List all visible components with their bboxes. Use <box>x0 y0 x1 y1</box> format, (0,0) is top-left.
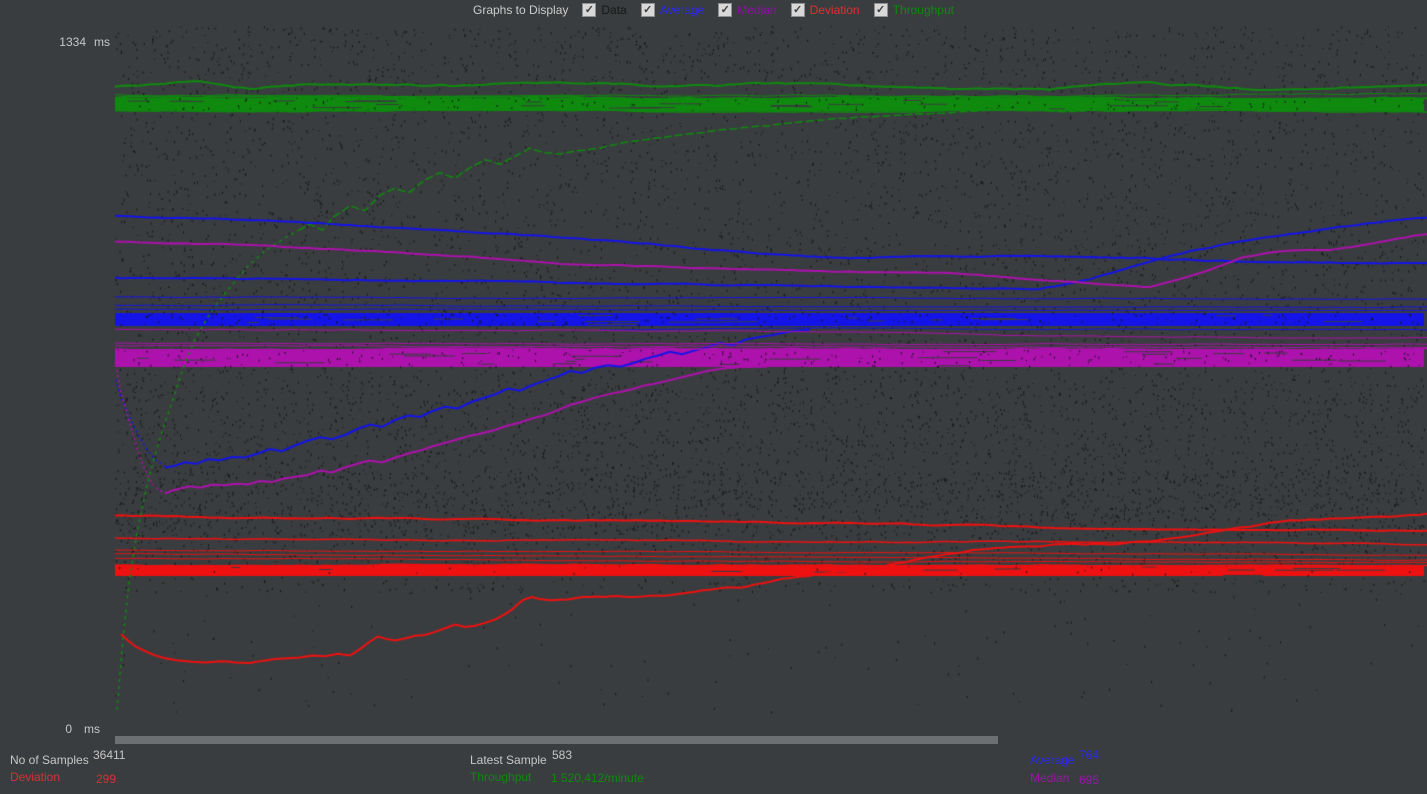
checkbox-average[interactable]: ✓ Average <box>640 3 705 17</box>
median-label: Median <box>1030 771 1070 785</box>
checkbox-median[interactable]: ✓ Median <box>718 3 777 17</box>
checkbox-label-throughput[interactable]: Throughput <box>892 3 954 17</box>
checkbox-label-median[interactable]: Median <box>737 3 777 17</box>
throughput-label: Throughput <box>470 770 532 784</box>
checkbox-deviation[interactable]: ✓ Deviation <box>790 3 860 17</box>
y-axis-max-value: 1334 <box>59 35 86 49</box>
median-value: 695 <box>1079 773 1100 787</box>
checkbox-deviation-box[interactable]: ✓ <box>790 3 805 17</box>
latest-sample-label: Latest Sample <box>470 753 547 767</box>
no-of-samples-value: 36411 <box>93 748 126 762</box>
checkbox-throughput-box[interactable]: ✓ <box>873 3 888 17</box>
y-axis-min-unit: ms <box>84 722 100 736</box>
y-axis-max-unit: ms <box>94 35 110 49</box>
graphs-to-display-label: Graphs to Display <box>473 3 569 17</box>
average-value: 764 <box>1079 748 1100 762</box>
checkbox-label-average[interactable]: Average <box>659 3 705 17</box>
average-label: Average <box>1030 753 1075 767</box>
checkbox-data-box[interactable]: ✓ <box>582 3 597 17</box>
checkbox-average-box[interactable]: ✓ <box>640 3 655 17</box>
deviation-label: Deviation <box>10 770 61 784</box>
throughput-value: 1 520,412/minute <box>551 771 644 785</box>
latest-sample-value: 583 <box>552 748 573 762</box>
checkbox-median-box[interactable]: ✓ <box>718 3 733 17</box>
graphs-to-display-bar: Graphs to Display ✓ Data ✓ Average ✓ Med… <box>0 0 1427 19</box>
no-of-samples-label: No of Samples <box>10 753 89 767</box>
checkbox-label-deviation[interactable]: Deviation <box>809 3 860 17</box>
deviation-value: 299 <box>96 772 117 786</box>
checkbox-data[interactable]: ✓ Data <box>582 3 627 17</box>
checkbox-label-data[interactable]: Data <box>601 3 627 17</box>
horizontal-scrollbar[interactable] <box>115 736 998 744</box>
y-axis-min-value: 0 <box>65 722 72 736</box>
checkbox-throughput[interactable]: ✓ Throughput <box>873 3 954 17</box>
